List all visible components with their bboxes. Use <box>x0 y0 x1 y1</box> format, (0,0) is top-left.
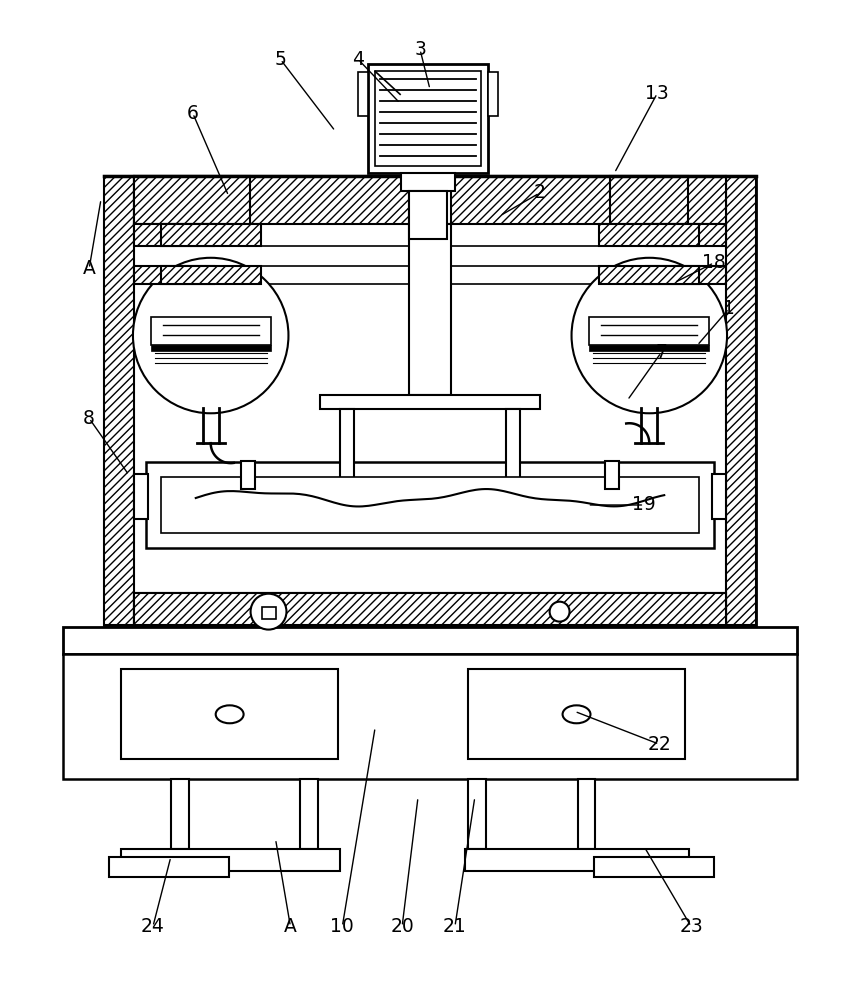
Bar <box>161 477 699 533</box>
Ellipse shape <box>216 705 243 723</box>
Bar <box>63 627 797 654</box>
Bar <box>300 779 318 849</box>
Bar <box>488 72 498 116</box>
Bar <box>506 409 519 494</box>
Text: 23: 23 <box>679 917 703 936</box>
Bar <box>134 593 726 625</box>
Bar <box>150 345 271 351</box>
Text: 8: 8 <box>83 409 95 428</box>
Bar <box>599 224 699 246</box>
Text: 7: 7 <box>655 343 667 362</box>
Bar <box>359 72 368 116</box>
Bar <box>375 71 481 166</box>
Circle shape <box>250 594 286 630</box>
Text: 22: 22 <box>648 735 671 754</box>
Ellipse shape <box>562 705 591 723</box>
Text: 20: 20 <box>390 917 414 936</box>
Bar <box>134 593 726 625</box>
Bar <box>341 409 354 494</box>
Bar <box>104 176 134 625</box>
Bar <box>468 669 685 759</box>
Bar <box>150 317 271 345</box>
Text: 19: 19 <box>632 495 656 514</box>
Bar <box>321 395 539 409</box>
Bar <box>647 224 726 246</box>
Bar <box>121 849 341 871</box>
Bar <box>134 224 726 246</box>
Bar <box>161 224 261 246</box>
Bar <box>451 176 726 224</box>
Bar <box>104 176 756 625</box>
Bar <box>134 176 249 224</box>
Bar <box>368 64 488 173</box>
Bar <box>599 266 699 284</box>
Bar <box>468 779 486 849</box>
Text: A: A <box>284 917 297 936</box>
Text: 2: 2 <box>534 183 545 202</box>
Text: 18: 18 <box>703 253 726 272</box>
Text: 4: 4 <box>353 50 365 69</box>
Bar <box>589 345 710 351</box>
Bar <box>171 779 189 849</box>
Text: 24: 24 <box>141 917 165 936</box>
Bar <box>332 494 528 502</box>
Bar <box>605 461 619 489</box>
Bar <box>134 474 148 519</box>
Text: 6: 6 <box>187 104 199 123</box>
Text: 21: 21 <box>443 917 467 936</box>
Bar <box>594 857 714 877</box>
Circle shape <box>572 258 727 413</box>
Bar <box>647 266 726 284</box>
Bar <box>401 173 455 191</box>
Bar <box>578 779 595 849</box>
Bar <box>134 266 213 284</box>
Bar <box>161 266 261 284</box>
Bar <box>611 176 688 224</box>
Text: 3: 3 <box>415 40 426 59</box>
Text: 10: 10 <box>330 917 354 936</box>
Text: 5: 5 <box>274 50 286 69</box>
Bar <box>589 317 710 345</box>
Bar <box>134 176 409 224</box>
Bar <box>712 474 726 519</box>
Bar <box>134 224 213 246</box>
Bar <box>409 224 451 395</box>
Bar <box>409 191 447 239</box>
Bar <box>261 607 275 619</box>
Bar <box>109 857 229 877</box>
Bar <box>726 176 756 625</box>
Circle shape <box>133 258 288 413</box>
Bar <box>146 462 714 548</box>
Bar <box>134 266 726 284</box>
Text: 1: 1 <box>723 299 735 318</box>
Bar <box>134 176 726 224</box>
Bar <box>465 849 689 871</box>
Bar <box>121 669 338 759</box>
Bar <box>241 461 255 489</box>
Text: A: A <box>83 259 95 278</box>
Text: 13: 13 <box>645 84 669 103</box>
Bar <box>63 654 797 779</box>
Circle shape <box>550 602 569 622</box>
